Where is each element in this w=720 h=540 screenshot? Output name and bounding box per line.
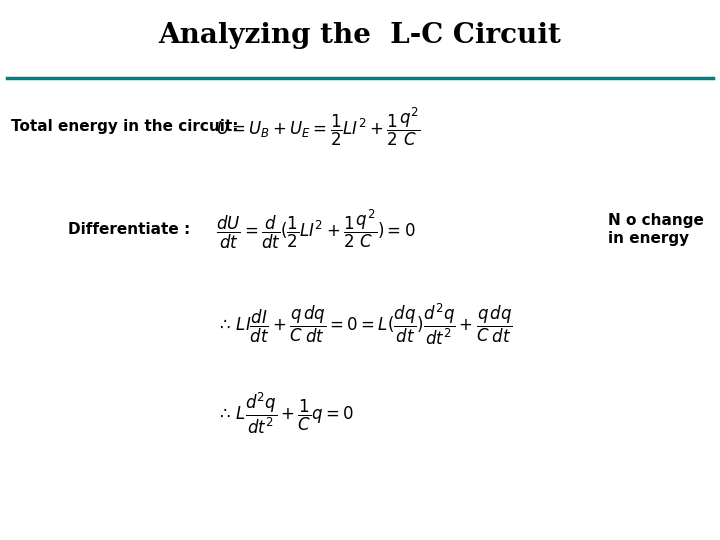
- Text: Analyzing the  L-C Circuit: Analyzing the L-C Circuit: [158, 22, 562, 49]
- Text: Differentiate :: Differentiate :: [68, 222, 191, 237]
- Text: $\dfrac{dU}{dt} = \dfrac{d}{dt}(\dfrac{1}{2}LI^{2} + \dfrac{1}{2}\dfrac{q^{2}}{C: $\dfrac{dU}{dt} = \dfrac{d}{dt}(\dfrac{1…: [216, 208, 415, 251]
- Text: $\therefore\, L\dfrac{d^{2}q}{dt^{2}} + \dfrac{1}{C}q = 0$: $\therefore\, L\dfrac{d^{2}q}{dt^{2}} + …: [216, 390, 354, 436]
- Text: $\therefore\, LI\dfrac{dI}{dt} + \dfrac{q}{C}\dfrac{dq}{dt} = 0 = L(\dfrac{dq}{d: $\therefore\, LI\dfrac{dI}{dt} + \dfrac{…: [216, 301, 513, 347]
- Text: N o change
in energy: N o change in energy: [608, 213, 704, 246]
- Text: $U = U_{B} + U_{E} = \dfrac{1}{2}LI^{2} + \dfrac{1}{2}\dfrac{q^{2}}{C}$: $U = U_{B} + U_{E} = \dfrac{1}{2}LI^{2} …: [216, 106, 420, 148]
- Text: Total energy in the circuit:: Total energy in the circuit:: [11, 119, 238, 134]
